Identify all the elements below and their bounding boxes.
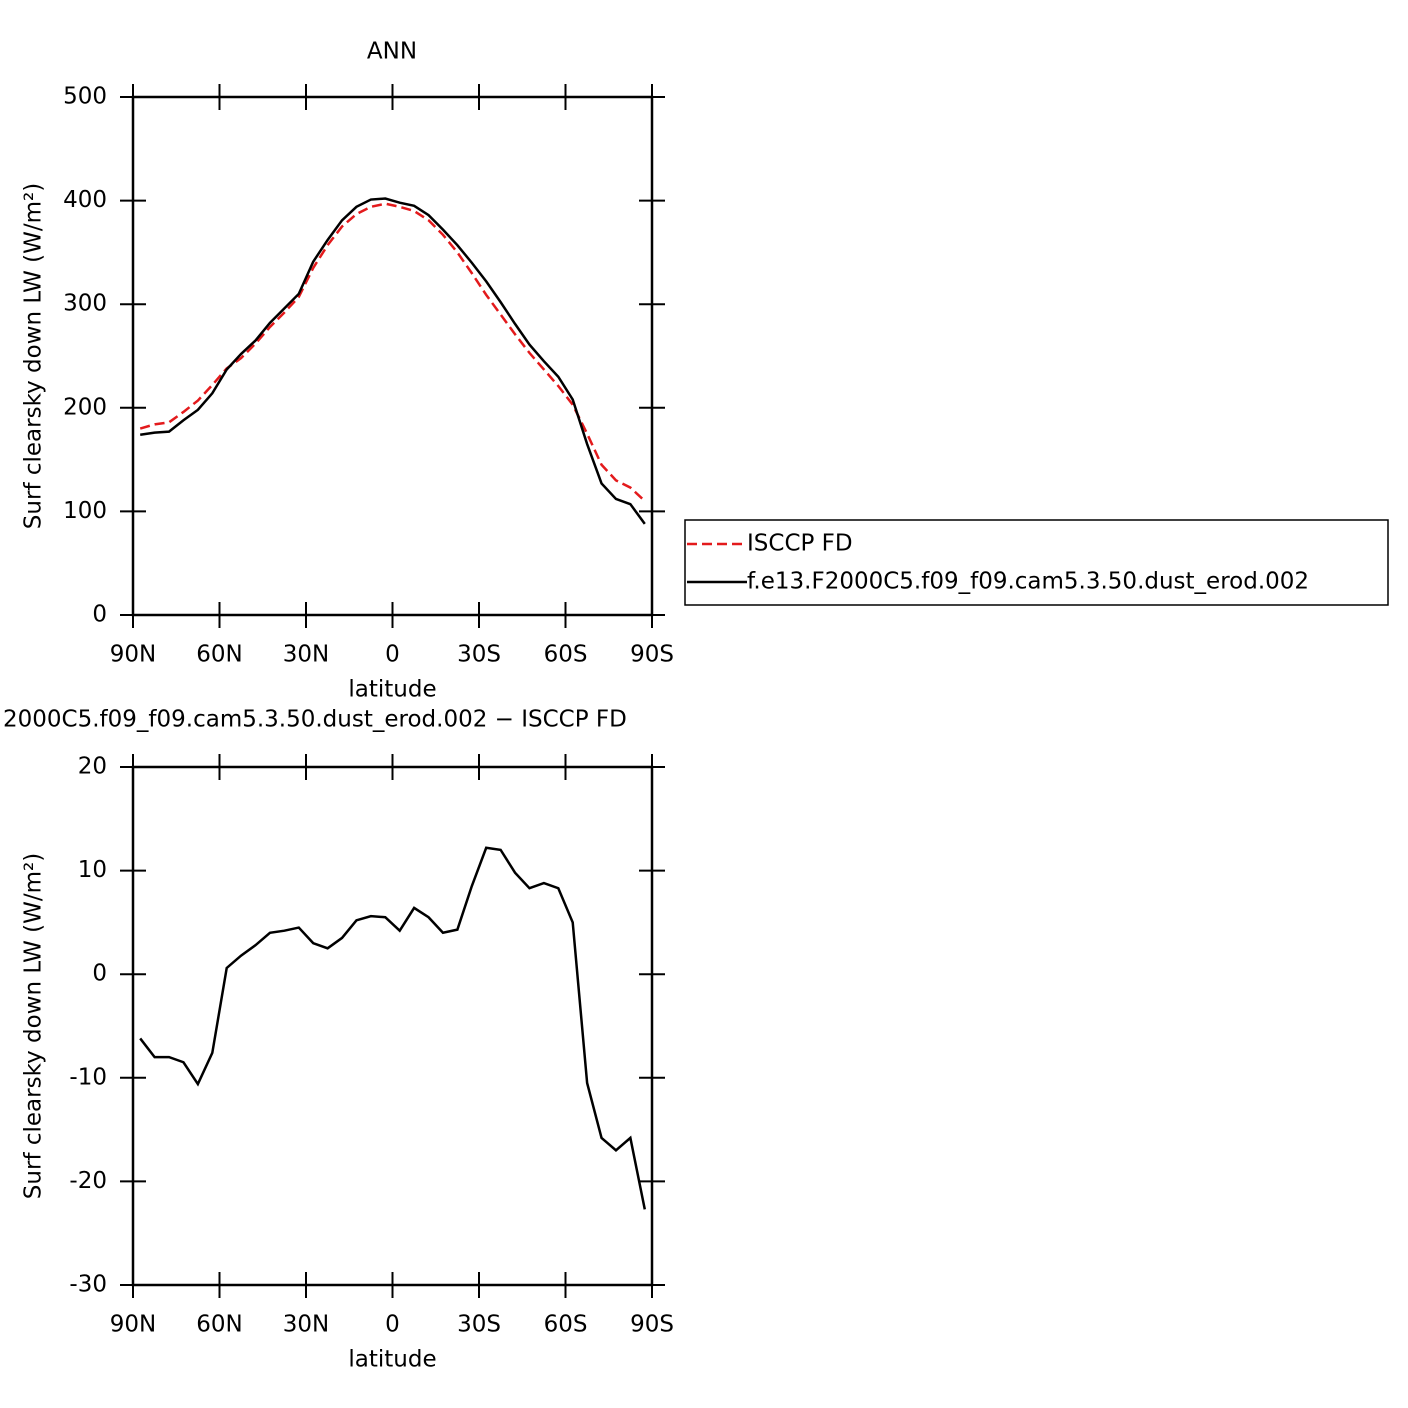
y-axis-label: Surf clearsky down LW (W/m²) (21, 183, 47, 529)
x-axis-label: latitude (348, 1347, 436, 1373)
y-tick-label: 400 (63, 187, 107, 213)
chart-title: ANN (367, 39, 417, 65)
x-tick-label: 90S (630, 1312, 674, 1338)
x-tick-label: 30N (283, 642, 329, 668)
y-tick-label: 100 (63, 498, 107, 524)
x-tick-label: 60N (196, 1312, 242, 1338)
y-tick-label: 200 (63, 394, 107, 420)
x-tick-label: 0 (385, 642, 400, 668)
x-tick-label: 60S (544, 1312, 588, 1338)
y-tick-label: -20 (69, 1168, 107, 1194)
y-tick-label: 20 (78, 754, 107, 780)
y-tick-label: 500 (63, 84, 107, 110)
plot-frame (131, 95, 654, 617)
x-axis-label: latitude (348, 677, 436, 703)
x-tick-label: 60S (544, 642, 588, 668)
y-tick-label: 300 (63, 291, 107, 317)
chart-title: 2000C5.f09_f09.cam5.3.50.dust_erod.002 −… (3, 707, 627, 733)
y-axis-label: Surf clearsky down LW (W/m²) (21, 853, 47, 1199)
legend-box (684, 519, 1389, 606)
x-tick-label: 0 (385, 1312, 400, 1338)
legend-label: ISCCP FD (747, 531, 853, 557)
y-tick-label: 0 (92, 961, 107, 987)
data-line (140, 197, 646, 525)
y-tick-label: -30 (69, 1272, 107, 1298)
legend-label: f.e13.F2000C5.f09_f09.cam5.3.50.dust_ero… (747, 569, 1309, 595)
x-tick-label: 30N (283, 1312, 329, 1338)
x-tick-label: 30S (457, 642, 501, 668)
data-line (139, 202, 646, 502)
x-tick-label: 30S (457, 1312, 501, 1338)
y-tick-label: -10 (69, 1064, 107, 1090)
x-tick-label: 90N (110, 1312, 156, 1338)
x-tick-label: 90N (110, 642, 156, 668)
x-tick-label: 90S (630, 642, 674, 668)
plot-frame (131, 765, 654, 1287)
data-line (139, 846, 647, 1210)
y-tick-label: 10 (78, 857, 107, 883)
y-tick-label: 0 (92, 602, 107, 628)
x-tick-label: 60N (196, 642, 242, 668)
